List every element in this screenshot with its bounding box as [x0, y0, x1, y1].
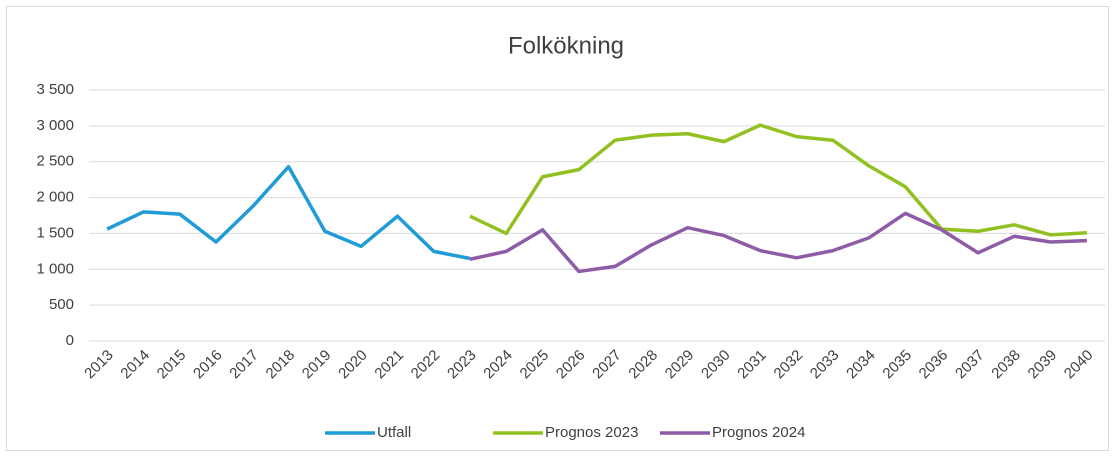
y-tick-label: 1 000 — [36, 260, 74, 277]
legend-label: Prognos 2024 — [712, 424, 805, 441]
series-line — [469, 211, 1087, 274]
y-tick-label: 3 500 — [36, 81, 74, 98]
series-line — [469, 123, 1087, 237]
chart-frame — [6, 6, 1109, 451]
y-tick-label: 2 000 — [36, 189, 74, 206]
series-line — [106, 164, 471, 261]
y-tick-label: 3 000 — [36, 117, 74, 134]
y-tick-label: 500 — [49, 296, 74, 313]
chart-title: Folkökning — [508, 32, 624, 59]
legend-label: Utfall — [377, 424, 411, 441]
y-tick-label: 1 500 — [36, 224, 74, 241]
legend-label: Prognos 2023 — [545, 424, 638, 441]
y-tick-label: 2 500 — [36, 153, 74, 170]
y-tick-label: 0 — [66, 332, 74, 349]
